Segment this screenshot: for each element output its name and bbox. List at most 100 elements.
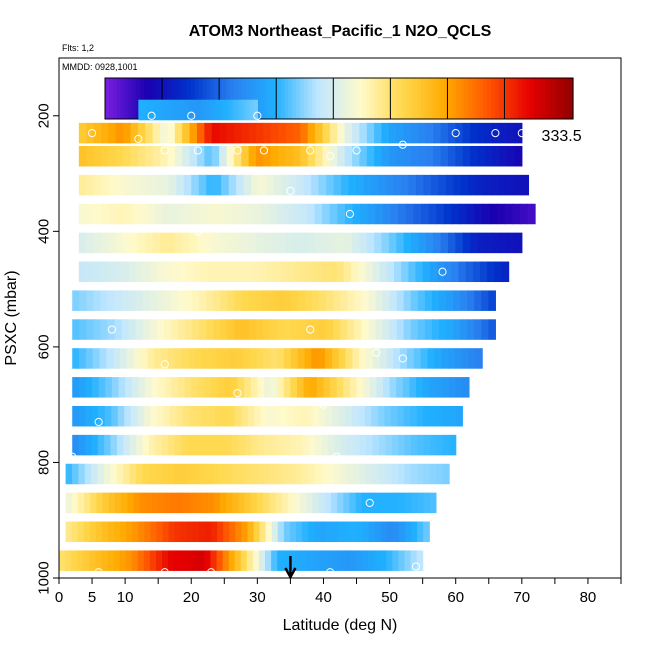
heatmap-cell <box>286 261 295 283</box>
heatmap-cell <box>340 434 348 456</box>
heatmap-cell <box>219 122 228 144</box>
heatmap-cell <box>359 348 367 369</box>
colorbar-swatch <box>534 78 539 119</box>
y-tick-label: 1000 <box>36 561 53 594</box>
colorbar-swatch <box>358 78 363 119</box>
heatmap-cell <box>86 122 95 144</box>
heatmap-cell <box>331 348 340 369</box>
heatmap-cell <box>501 261 510 283</box>
heatmap-cell <box>367 492 375 514</box>
y-axis-label: PSXC (mbar) <box>3 270 20 365</box>
heatmap-cell <box>234 550 242 571</box>
heatmap-cell <box>380 521 388 543</box>
heatmap-cell <box>488 290 496 311</box>
heatmap-cell <box>403 232 412 254</box>
heatmap-cell <box>121 319 130 340</box>
heatmap-cell <box>84 492 91 514</box>
heatmap-cell <box>433 122 442 144</box>
heatmap-cell <box>147 348 155 369</box>
heatmap-cell <box>189 405 197 427</box>
heatmap-cell <box>208 405 216 427</box>
heatmap-cell <box>174 348 183 369</box>
heatmap-cell <box>257 261 266 283</box>
heatmap-cell <box>411 521 418 543</box>
heatmap-cell <box>59 550 66 571</box>
heatmap-cell <box>322 232 331 254</box>
colorbar-swatch <box>253 78 258 119</box>
heatmap-cell <box>160 99 163 121</box>
heatmap-cell <box>199 319 207 340</box>
heatmap-cell <box>100 290 109 311</box>
heatmap-cell <box>236 261 245 283</box>
heatmap-cell <box>329 261 338 283</box>
heatmap-cell <box>234 290 243 311</box>
latitude-marker-arrow <box>284 556 297 580</box>
heatmap-cell <box>86 290 94 311</box>
heatmap-cell <box>140 99 143 121</box>
heatmap-cell <box>93 290 102 311</box>
colorbar-swatch <box>510 78 516 119</box>
heatmap-cell <box>243 99 247 121</box>
heatmap-cell <box>91 434 99 456</box>
heatmap-cell <box>107 550 115 571</box>
heatmap-cell <box>374 492 381 514</box>
heatmap-cell <box>126 521 133 543</box>
heatmap-cell <box>376 377 384 398</box>
heatmap-cell <box>323 377 331 398</box>
heatmap-cell <box>253 521 261 543</box>
heatmap-cell <box>455 405 463 427</box>
heatmap-cell <box>161 174 170 196</box>
heatmap-cell <box>364 405 372 427</box>
heatmap-cell <box>115 232 124 254</box>
heatmap-cell <box>422 377 430 398</box>
heatmap-cell <box>167 232 176 254</box>
colorbar-swatch <box>502 78 508 119</box>
colorbar-swatch <box>167 78 172 119</box>
colorbar-swatch <box>222 78 227 119</box>
heatmap-cell <box>164 492 172 514</box>
heatmap-cell <box>312 290 320 311</box>
heatmap-cell <box>204 550 212 571</box>
heatmap-cell <box>86 203 95 225</box>
colorbar-swatch <box>214 78 219 119</box>
heatmap-cell <box>481 203 491 225</box>
heatmap-cell <box>401 174 410 196</box>
heatmap-cell <box>330 377 338 398</box>
heatmap-cell <box>241 319 250 340</box>
heatmap-cell <box>170 290 179 311</box>
heatmap-cell <box>108 521 115 543</box>
heatmap-cell <box>104 434 112 456</box>
heatmap-cell <box>228 550 236 571</box>
heatmap-cell <box>232 434 239 456</box>
heatmap-cell <box>341 174 350 196</box>
heatmap-cell <box>237 377 245 398</box>
heatmap-cell <box>327 434 335 456</box>
heatmap-cell <box>411 492 418 514</box>
heatmap-cell <box>475 174 485 196</box>
heatmap-cell <box>289 463 297 485</box>
heatmap-cell <box>326 174 335 196</box>
heatmap-cell <box>275 492 283 514</box>
heatmap-cell <box>392 550 400 571</box>
heatmap-cell <box>429 405 437 427</box>
heatmap-cell <box>388 232 397 254</box>
heatmap-cell <box>71 521 79 543</box>
heatmap-cell <box>198 550 206 571</box>
heatmap-cell <box>406 348 415 369</box>
heatmap-cell <box>172 99 175 121</box>
heatmap-cell <box>337 145 346 167</box>
heatmap-cell <box>202 348 210 369</box>
colorbar-swatch <box>335 78 340 119</box>
heatmap-cell <box>167 348 176 369</box>
heatmap-cell <box>400 348 408 369</box>
heatmap-cell <box>163 405 171 427</box>
heatmap-cell <box>131 377 139 398</box>
heatmap-cell <box>325 550 333 571</box>
colorbar-swatch <box>257 78 262 119</box>
sample-point <box>286 186 295 195</box>
heatmap-cell <box>336 261 345 283</box>
heatmap-cell <box>187 434 195 456</box>
heatmap-cell <box>226 492 233 514</box>
heatmap-cell <box>226 145 235 167</box>
colorbar-swatch <box>276 78 282 119</box>
